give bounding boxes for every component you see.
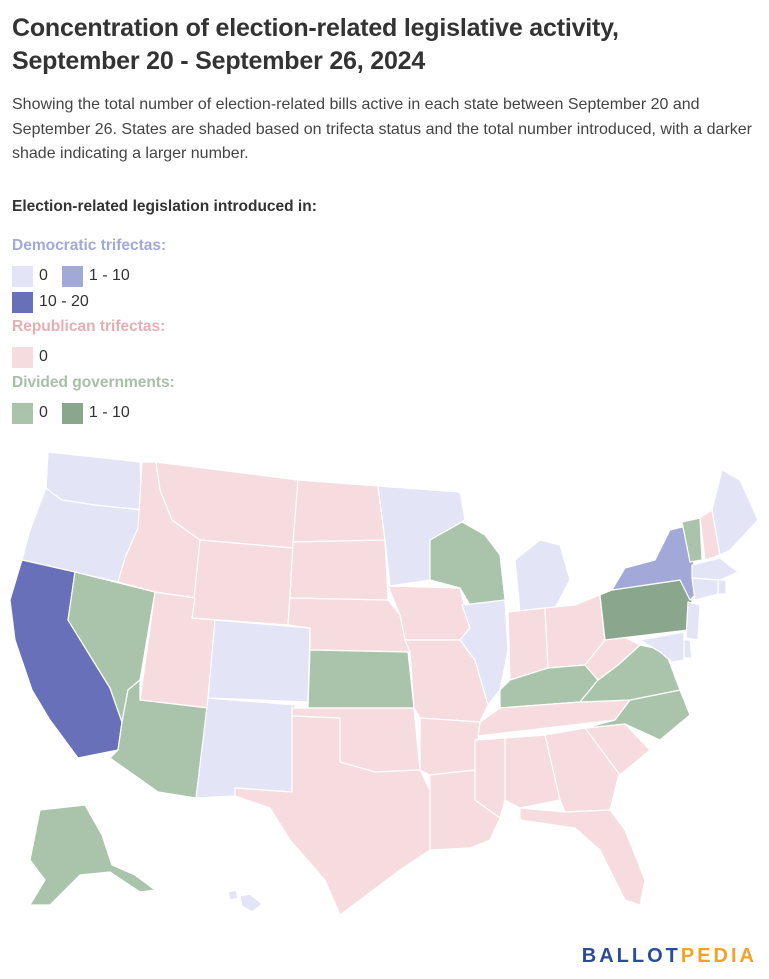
legend-row-democratic-2: 10 - 20 xyxy=(12,291,103,313)
legend-label: 0 xyxy=(39,404,48,421)
state-arkansas[interactable] xyxy=(419,717,481,776)
legend-item: 1 - 10 xyxy=(61,402,130,424)
state-illinois[interactable] xyxy=(459,599,509,706)
legend-label: 10 - 20 xyxy=(39,293,89,310)
legend-swatch xyxy=(61,402,83,424)
state-maine[interactable] xyxy=(711,469,759,556)
state-new-mexico[interactable] xyxy=(195,697,296,799)
legend-group-title-democratic: Democratic trifectas: xyxy=(12,237,167,254)
legend-row-divided: 0 1 - 10 xyxy=(12,402,144,424)
legend-item: 10 - 20 xyxy=(12,291,89,313)
state-delaware[interactable] xyxy=(683,639,693,659)
state-maryland[interactable] xyxy=(639,631,685,663)
page-title: Concentration of election-related legisl… xyxy=(12,14,619,75)
legend-item: 0 xyxy=(12,402,48,424)
legend-swatch xyxy=(61,265,83,287)
state-south-dakota[interactable] xyxy=(289,539,389,601)
state-vermont[interactable] xyxy=(681,517,703,563)
state-colorado[interactable] xyxy=(207,619,311,703)
legend-label: 1 - 10 xyxy=(88,267,130,284)
state-texas[interactable] xyxy=(234,715,431,916)
legend-heading: Election-related legislation introduced … xyxy=(12,198,317,215)
state-florida[interactable] xyxy=(519,807,646,906)
us-state-map xyxy=(9,451,759,916)
legend-item: 0 xyxy=(12,265,48,287)
legend-label: 0 xyxy=(39,267,48,284)
legend-swatch xyxy=(12,265,33,287)
legend-swatch xyxy=(12,291,33,313)
state-hawaii[interactable] xyxy=(227,889,263,913)
state-mississippi[interactable] xyxy=(474,737,506,819)
state-michigan[interactable] xyxy=(514,539,571,613)
legend-swatch xyxy=(12,402,33,424)
legend-group-title-republican: Republican trifectas: xyxy=(12,318,166,335)
page-subtitle: Showing the total number of election-rel… xyxy=(12,96,752,162)
state-north-dakota[interactable] xyxy=(292,479,386,543)
state-alaska[interactable] xyxy=(29,804,156,906)
legend-item: 0 xyxy=(12,346,48,368)
state-connecticut[interactable] xyxy=(691,577,719,601)
state-kansas[interactable] xyxy=(307,649,415,709)
state-indiana[interactable] xyxy=(507,607,549,681)
legend-row-republican: 0 xyxy=(12,346,62,368)
legend-row-democratic-1: 0 1 - 10 xyxy=(12,265,144,287)
legend-label: 1 - 10 xyxy=(88,404,130,421)
legend-group-title-divided: Divided governments: xyxy=(12,374,175,391)
state-new-jersey[interactable] xyxy=(685,601,701,641)
state-rhode-island[interactable] xyxy=(717,579,727,595)
ballotpedia-logo: BALLOTPEDIA xyxy=(581,945,757,967)
state-massachusetts[interactable] xyxy=(691,557,739,581)
state-wyoming[interactable] xyxy=(191,539,294,626)
legend-label: 0 xyxy=(39,348,48,365)
state-alabama[interactable] xyxy=(504,734,561,809)
legend-item: 1 - 10 xyxy=(61,265,130,287)
legend-swatch xyxy=(12,346,33,368)
